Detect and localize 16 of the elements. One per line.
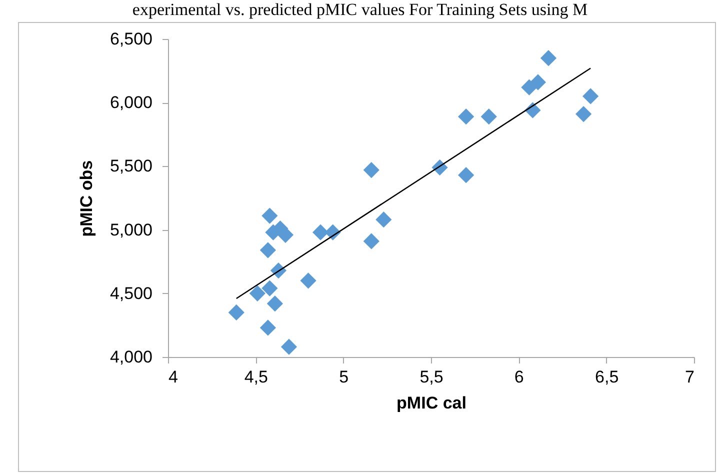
y-tick-label: 6,500	[110, 30, 152, 48]
x-tick-label: 5	[339, 368, 349, 386]
x-tick-label: 4,5	[244, 368, 268, 386]
x-tick-label: 6,5	[595, 368, 619, 386]
y-tick-label: 5,500	[110, 156, 152, 176]
x-tick-label: 7	[685, 368, 694, 386]
y-tick-label: 4,500	[110, 284, 152, 303]
y-axis-title: pMIC obs	[76, 160, 96, 237]
x-tick-label: 4	[168, 368, 178, 386]
x-tick-label: 6	[514, 368, 524, 386]
y-tick-label: 5,000	[110, 220, 152, 240]
y-tick-label: 6,000	[110, 93, 152, 112]
chart-title: experimental vs. predicted pMIC values For Training Sets using M	[131, 0, 589, 20]
x-axis-title: pMIC cal	[396, 394, 466, 412]
y-tick-label: 4,000	[110, 348, 152, 366]
x-tick-label: 5,5	[420, 368, 444, 386]
